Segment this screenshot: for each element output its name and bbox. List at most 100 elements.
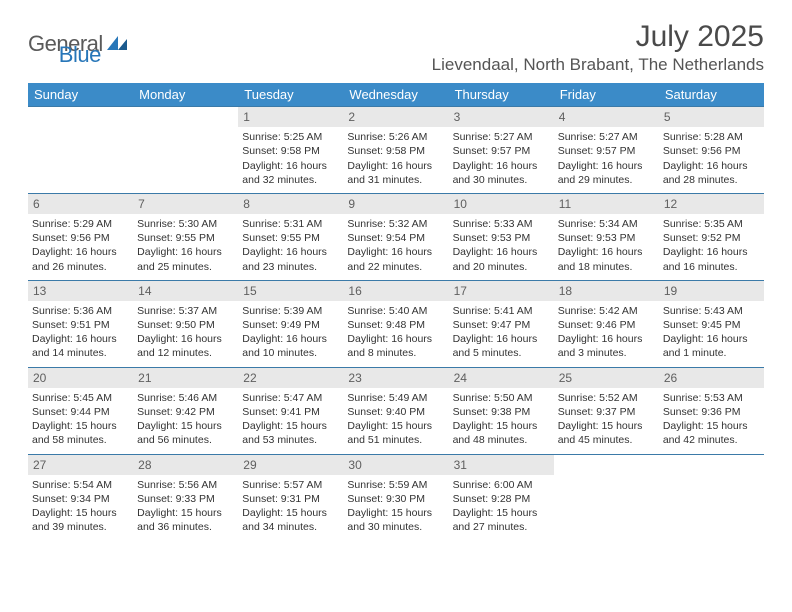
day-body: Sunrise: 5:50 AMSunset: 9:38 PMDaylight:… xyxy=(449,388,554,454)
daylight-text: Daylight: 16 hours and 5 minutes. xyxy=(453,332,550,360)
calendar-day-cell: 18Sunrise: 5:42 AMSunset: 9:46 PMDayligh… xyxy=(554,281,659,367)
sunset-text: Sunset: 9:45 PM xyxy=(663,318,760,332)
sunset-text: Sunset: 9:41 PM xyxy=(242,405,339,419)
month-title: July 2025 xyxy=(432,20,764,53)
weekday-header: Saturday xyxy=(659,83,764,106)
day-number: 10 xyxy=(449,194,554,214)
day-body: Sunrise: 5:53 AMSunset: 9:36 PMDaylight:… xyxy=(659,388,764,454)
calendar-grid: Sunday Monday Tuesday Wednesday Thursday… xyxy=(28,83,764,540)
weekday-header: Monday xyxy=(133,83,238,106)
calendar-day-cell: 16Sunrise: 5:40 AMSunset: 9:48 PMDayligh… xyxy=(343,281,448,367)
sunrise-text: Sunrise: 5:56 AM xyxy=(137,478,234,492)
day-body: Sunrise: 5:42 AMSunset: 9:46 PMDaylight:… xyxy=(554,301,659,367)
daylight-text: Daylight: 16 hours and 25 minutes. xyxy=(137,245,234,273)
calendar-day-cell: 20Sunrise: 5:45 AMSunset: 9:44 PMDayligh… xyxy=(28,368,133,454)
calendar-day-cell: 6Sunrise: 5:29 AMSunset: 9:56 PMDaylight… xyxy=(28,194,133,280)
calendar-day-cell: 4Sunrise: 5:27 AMSunset: 9:57 PMDaylight… xyxy=(554,107,659,193)
day-number: 7 xyxy=(133,194,238,214)
day-number: 30 xyxy=(343,455,448,475)
sunrise-text: Sunrise: 5:52 AM xyxy=(558,391,655,405)
calendar-day-cell: 29Sunrise: 5:57 AMSunset: 9:31 PMDayligh… xyxy=(238,455,343,541)
daylight-text: Daylight: 16 hours and 26 minutes. xyxy=(32,245,129,273)
calendar-day-cell: 26Sunrise: 5:53 AMSunset: 9:36 PMDayligh… xyxy=(659,368,764,454)
day-number: 23 xyxy=(343,368,448,388)
day-number: 29 xyxy=(238,455,343,475)
sunset-text: Sunset: 9:36 PM xyxy=(663,405,760,419)
title-block: July 2025 Lievendaal, North Brabant, The… xyxy=(432,20,764,75)
day-number: 20 xyxy=(28,368,133,388)
sunset-text: Sunset: 9:52 PM xyxy=(663,231,760,245)
sunset-text: Sunset: 9:55 PM xyxy=(137,231,234,245)
day-number: 16 xyxy=(343,281,448,301)
calendar-day-cell: 3Sunrise: 5:27 AMSunset: 9:57 PMDaylight… xyxy=(449,107,554,193)
day-number: 17 xyxy=(449,281,554,301)
day-body: Sunrise: 5:34 AMSunset: 9:53 PMDaylight:… xyxy=(554,214,659,280)
weekday-header: Wednesday xyxy=(343,83,448,106)
sunrise-text: Sunrise: 5:53 AM xyxy=(663,391,760,405)
calendar-page: General Blue July 2025 Lievendaal, North… xyxy=(0,0,792,540)
sunrise-text: Sunrise: 5:25 AM xyxy=(242,130,339,144)
sunrise-text: Sunrise: 5:31 AM xyxy=(242,217,339,231)
day-body: Sunrise: 5:47 AMSunset: 9:41 PMDaylight:… xyxy=(238,388,343,454)
day-body: Sunrise: 5:30 AMSunset: 9:55 PMDaylight:… xyxy=(133,214,238,280)
calendar-day-cell: 14Sunrise: 5:37 AMSunset: 9:50 PMDayligh… xyxy=(133,281,238,367)
day-number: 2 xyxy=(343,107,448,127)
daylight-text: Daylight: 15 hours and 45 minutes. xyxy=(558,419,655,447)
day-body: Sunrise: 6:00 AMSunset: 9:28 PMDaylight:… xyxy=(449,475,554,541)
sunrise-text: Sunrise: 5:43 AM xyxy=(663,304,760,318)
day-body: Sunrise: 5:56 AMSunset: 9:33 PMDaylight:… xyxy=(133,475,238,541)
sunrise-text: Sunrise: 5:27 AM xyxy=(558,130,655,144)
day-number: 8 xyxy=(238,194,343,214)
day-body: Sunrise: 5:35 AMSunset: 9:52 PMDaylight:… xyxy=(659,214,764,280)
calendar-day-cell: 23Sunrise: 5:49 AMSunset: 9:40 PMDayligh… xyxy=(343,368,448,454)
sunrise-text: Sunrise: 5:37 AM xyxy=(137,304,234,318)
weeks-container: ..1Sunrise: 5:25 AMSunset: 9:58 PMDaylig… xyxy=(28,106,764,540)
sunrise-text: Sunrise: 5:40 AM xyxy=(347,304,444,318)
day-body: Sunrise: 5:28 AMSunset: 9:56 PMDaylight:… xyxy=(659,127,764,193)
calendar-day-cell: 19 Sunrise: 5:43 AMSunset: 9:45 PMDayligh… xyxy=(659,281,764,367)
day-number: 25 xyxy=(554,368,659,388)
day-body: Sunrise: 5:59 AMSunset: 9:30 PMDaylight:… xyxy=(343,475,448,541)
sunrise-text: Sunrise: 5:36 AM xyxy=(32,304,129,318)
day-body: Sunrise: 5:33 AMSunset: 9:53 PMDaylight:… xyxy=(449,214,554,280)
daylight-text: Daylight: 16 hours and 1 minute. xyxy=(663,332,760,360)
daylight-text: Daylight: 15 hours and 36 minutes. xyxy=(137,506,234,534)
sunset-text: Sunset: 9:37 PM xyxy=(558,405,655,419)
day-number: 12 xyxy=(659,194,764,214)
calendar-day-cell: 31Sunrise: 6:00 AMSunset: 9:28 PMDayligh… xyxy=(449,455,554,541)
sunset-text: Sunset: 9:33 PM xyxy=(137,492,234,506)
daylight-text: Daylight: 16 hours and 32 minutes. xyxy=(242,159,339,187)
calendar-day-cell: 1Sunrise: 5:25 AMSunset: 9:58 PMDaylight… xyxy=(238,107,343,193)
calendar-day-cell: 5Sunrise: 5:28 AMSunset: 9:56 PMDaylight… xyxy=(659,107,764,193)
day-body: Sunrise: 5:29 AMSunset: 9:56 PMDaylight:… xyxy=(28,214,133,280)
calendar-day-cell: 13Sunrise: 5:36 AMSunset: 9:51 PMDayligh… xyxy=(28,281,133,367)
sunrise-text: Sunrise: 5:49 AM xyxy=(347,391,444,405)
day-number: 6 xyxy=(28,194,133,214)
calendar-day-cell: . xyxy=(133,107,238,193)
weekday-header: Sunday xyxy=(28,83,133,106)
day-number: 28 xyxy=(133,455,238,475)
day-number: 19 xyxy=(659,281,764,301)
day-number: 18 xyxy=(554,281,659,301)
calendar-day-cell: 11Sunrise: 5:34 AMSunset: 9:53 PMDayligh… xyxy=(554,194,659,280)
day-number: 13 xyxy=(28,281,133,301)
weekday-header: Friday xyxy=(554,83,659,106)
day-body: Sunrise: 5:37 AMSunset: 9:50 PMDaylight:… xyxy=(133,301,238,367)
day-body: Sunrise: 5:26 AMSunset: 9:58 PMDaylight:… xyxy=(343,127,448,193)
day-number: 4 xyxy=(554,107,659,127)
sunset-text: Sunset: 9:58 PM xyxy=(347,144,444,158)
sunset-text: Sunset: 9:46 PM xyxy=(558,318,655,332)
sunset-text: Sunset: 9:56 PM xyxy=(32,231,129,245)
sunset-text: Sunset: 9:31 PM xyxy=(242,492,339,506)
day-number: 3 xyxy=(449,107,554,127)
sunset-text: Sunset: 9:49 PM xyxy=(242,318,339,332)
day-number: 26 xyxy=(659,368,764,388)
page-header: General Blue July 2025 Lievendaal, North… xyxy=(28,20,764,75)
calendar-day-cell: 15Sunrise: 5:39 AMSunset: 9:49 PMDayligh… xyxy=(238,281,343,367)
day-body: Sunrise: 5:39 AMSunset: 9:49 PMDaylight:… xyxy=(238,301,343,367)
daylight-text: Daylight: 15 hours and 51 minutes. xyxy=(347,419,444,447)
day-body: Sunrise: 5:46 AMSunset: 9:42 PMDaylight:… xyxy=(133,388,238,454)
day-body: Sunrise: 5:27 AMSunset: 9:57 PMDaylight:… xyxy=(449,127,554,193)
daylight-text: Daylight: 15 hours and 34 minutes. xyxy=(242,506,339,534)
calendar-day-cell: 10Sunrise: 5:33 AMSunset: 9:53 PMDayligh… xyxy=(449,194,554,280)
